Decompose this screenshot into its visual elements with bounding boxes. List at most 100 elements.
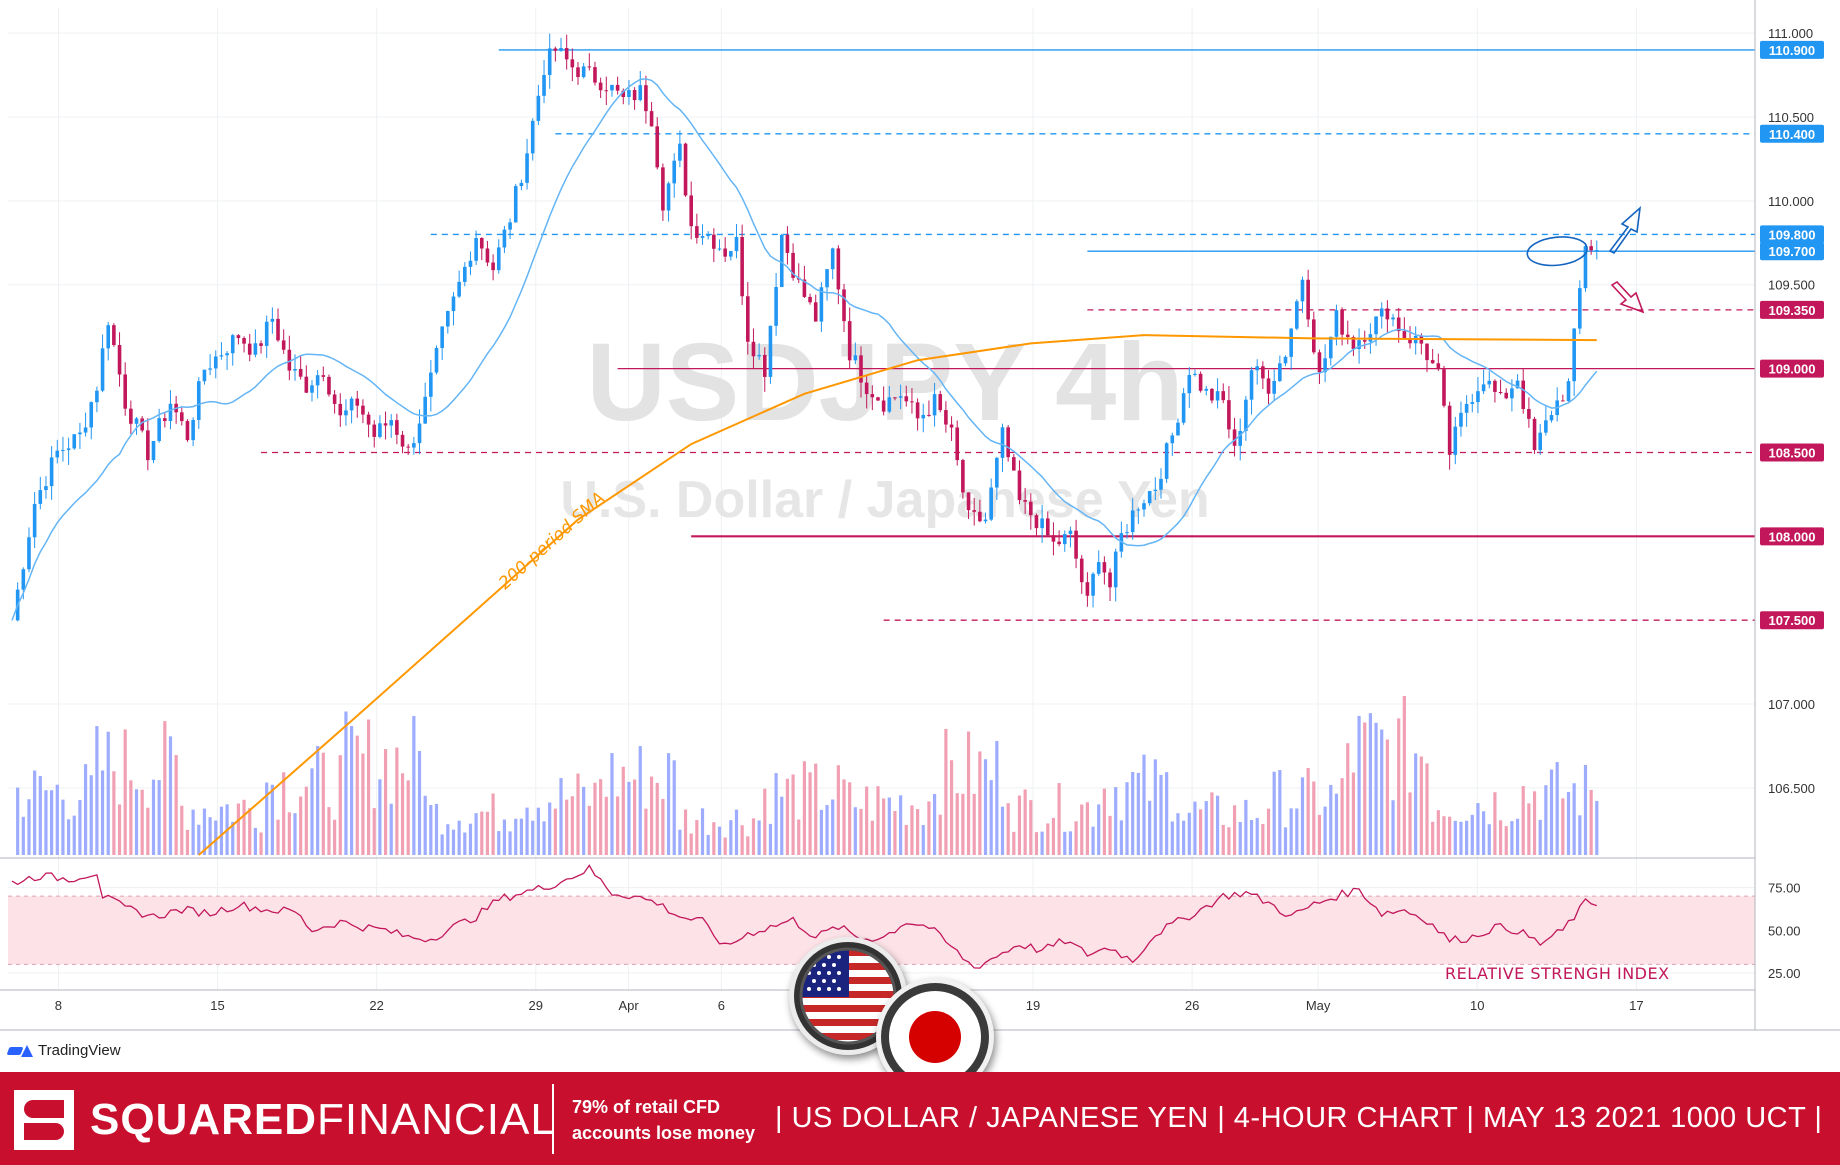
candle-body [593,67,597,83]
volume-bar [899,795,903,855]
volume-bar [1425,763,1429,855]
candle-body [808,296,812,303]
volume-bar [751,818,756,855]
volume-bar [1589,789,1593,855]
candle-body [1198,373,1203,391]
volume-bar [649,776,654,855]
candle-body [496,247,501,271]
candle-body [1170,435,1175,444]
price-tick: 109.500 [1768,278,1815,293]
candle-body [1589,246,1593,251]
candle-body [1300,279,1305,302]
candle-body [1425,343,1429,361]
candle-body [672,160,677,184]
price-level-badge [1760,443,1824,462]
price-level-label: 109.000 [1769,362,1816,377]
candle-body [1549,415,1554,421]
volume-bar [1119,820,1123,855]
volume-bar [825,805,829,855]
tradingview-logo[interactable]: TradingView [8,1042,121,1059]
volume-bar [1278,770,1282,855]
candle-body [474,237,478,261]
candle-body [485,248,490,263]
volume-bar [174,755,178,855]
candle-body [502,229,507,248]
candle-body [751,341,756,357]
rsi-tick: 50.00 [1768,923,1801,938]
volume-bar [400,773,405,855]
volume-bar [117,804,122,855]
candle-body [1068,530,1073,535]
candle-body [655,126,660,168]
volume-bar [412,716,416,855]
candle-body [1385,308,1390,320]
volume-bar [836,765,840,855]
candle-body [576,67,580,78]
volume-bar [599,779,603,855]
candle-body [191,419,195,441]
volume-bar [310,768,314,855]
volume-bar [814,763,818,855]
volume-bar [72,815,76,855]
candle-body [1193,373,1197,375]
volume-bar [1595,800,1599,855]
candle-body [700,236,705,238]
volume-bar [361,753,365,855]
volume-bar [831,799,835,855]
volume-bar [633,779,637,855]
chart-canvas[interactable]: USDJPY 4h U.S. Dollar / Japanese Yen 200… [0,0,1840,1065]
volume-bar [44,790,48,855]
price-level-label: 108.000 [1769,529,1816,544]
volume-bar [1131,772,1135,855]
candle-body [1181,393,1186,423]
volume-bar [1561,798,1565,855]
volume-bar [480,811,484,855]
time-tick: 8 [55,998,62,1013]
candle-body [1357,340,1361,350]
volume-bar [185,829,190,855]
volume-bar [542,821,546,855]
candle-body [1312,319,1316,353]
candle-body [1595,250,1599,252]
volume-bar [27,799,31,855]
candle-body [638,85,643,101]
volume-bar [202,808,207,855]
candle-body [966,492,971,511]
candle-body [695,226,699,238]
candle-body [213,356,218,369]
volume-bar [1476,803,1480,855]
volume-bar [1187,812,1191,855]
volume-bar [1159,774,1163,855]
time-tick: Apr [618,998,639,1013]
price-tick: 111.000 [1768,26,1813,41]
volume-bar [1176,813,1180,855]
candle-body [112,325,116,346]
volume-bar [944,728,948,855]
volume-bar [417,751,422,855]
volume-bar [1527,803,1531,855]
volume-bar [1142,754,1146,855]
volume-bar [1114,787,1118,855]
candle-body [853,355,858,361]
candle-body [768,325,773,377]
volume-bar [1453,820,1457,855]
candle-body [236,335,241,339]
time-tick: 17 [1629,998,1643,1013]
candle-body [1045,518,1050,536]
candle-body [412,443,416,448]
volume-bar [1357,715,1361,855]
candle-body [332,394,337,404]
volume-bar [1515,818,1520,855]
volume-bar [1300,777,1305,855]
candle-body [1176,422,1180,436]
candle-body [927,414,931,416]
usdjpy-chart[interactable]: USDJPY 4h U.S. Dollar / Japanese Yen 200… [0,0,1840,1096]
volume-bar [1521,786,1525,855]
candle-body [910,401,914,403]
volume-bar [1249,819,1254,855]
candle-body [1521,380,1526,410]
volume-bar [865,786,869,855]
candle-body [1442,369,1446,406]
candle-body [366,414,371,425]
volume-bar [1102,788,1106,855]
